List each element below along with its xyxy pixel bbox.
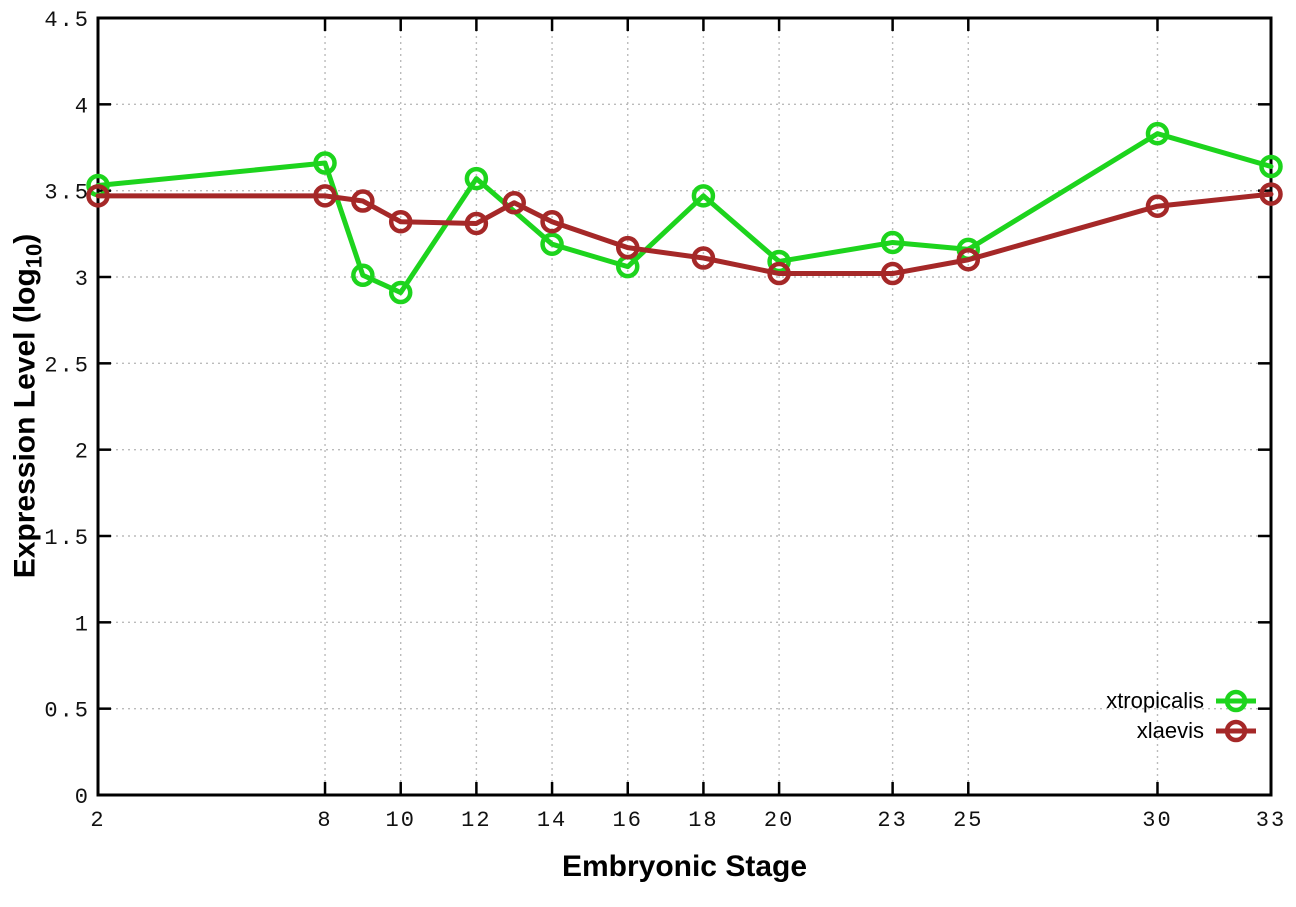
x-tick-label: 18 <box>688 808 718 833</box>
legend-marker-xtropicalis <box>1216 689 1256 713</box>
y-tick-label: 0.5 <box>44 699 90 724</box>
legend-item-xlaevis: xlaevis <box>1106 717 1258 745</box>
y-tick-label: 1.5 <box>44 526 90 551</box>
series-marker-xtropicalis <box>767 249 791 274</box>
y-tick-label: 0 <box>75 785 90 810</box>
y-axis-title-text: Expression Level (log <box>8 268 42 579</box>
y-tick-label: 2 <box>75 440 90 465</box>
series-marker-xlaevis <box>464 211 489 236</box>
series-marker-xtropicalis <box>880 230 905 255</box>
y-axis-title-close: ) <box>8 233 42 244</box>
x-axis-title: Embryonic Stage <box>561 850 808 883</box>
x-tick-label: 12 <box>461 808 491 833</box>
series-marker-xlaevis <box>1259 182 1283 206</box>
series-marker-xlaevis <box>956 247 981 272</box>
series-marker-xtropicalis <box>540 232 564 256</box>
series-marker-xtropicalis <box>313 151 337 175</box>
x-tick-label: 23 <box>877 808 907 833</box>
x-tick-label: 16 <box>613 808 643 833</box>
y-axis-title: Expression Level (log10) <box>9 234 48 579</box>
y-tick-label: 1 <box>75 612 90 637</box>
x-tick-label: 20 <box>764 808 794 833</box>
x-tick-label: 25 <box>953 808 983 833</box>
series-marker-xlaevis <box>351 189 375 213</box>
x-tick-label: 33 <box>1256 808 1286 833</box>
x-tick-label: 14 <box>537 808 567 833</box>
plot-border <box>96 16 1273 797</box>
series-marker-xlaevis <box>691 246 716 270</box>
series-marker-xlaevis <box>86 184 110 208</box>
series-marker-xlaevis <box>540 209 564 234</box>
series-marker-xtropicalis <box>351 263 375 288</box>
y-axis-title-subscript: 10 <box>21 243 47 269</box>
legend: xtropicalis xlaevis <box>1106 687 1258 745</box>
series-marker-xtropicalis <box>1145 121 1170 146</box>
series-line-xtropicalis <box>95 131 1274 296</box>
y-tick-label: 3.5 <box>44 181 90 206</box>
series-line-xlaevis <box>95 191 1274 277</box>
legend-marker-xlaevis <box>1216 719 1256 743</box>
series-marker-xlaevis <box>1145 194 1170 218</box>
y-tick-label: 4.5 <box>44 8 90 33</box>
x-tick-label: 2 <box>90 808 105 833</box>
y-tick-label: 3 <box>75 267 90 292</box>
series-marker-xlaevis <box>615 235 640 260</box>
series-marker-xlaevis <box>880 261 905 286</box>
series-marker-xtropicalis <box>1259 154 1283 179</box>
series-marker-xtropicalis <box>464 166 489 191</box>
legend-item-xtropicalis: xtropicalis <box>1106 687 1258 715</box>
x-tick-label: 8 <box>317 808 332 833</box>
legend-label: xtropicalis <box>1106 688 1204 713</box>
series-marker-xtropicalis <box>691 184 716 208</box>
series-marker-xlaevis <box>388 209 413 234</box>
series-marker-xlaevis <box>767 261 791 286</box>
series-marker-xlaevis <box>502 191 526 215</box>
series-marker-xtropicalis <box>388 280 413 305</box>
legend-label: xlaevis <box>1136 718 1204 743</box>
y-tick-label: 2.5 <box>44 353 90 378</box>
x-tick-label: 10 <box>386 808 416 833</box>
y-tick-label: 4 <box>75 94 90 119</box>
x-tick-label: 30 <box>1142 808 1172 833</box>
series-marker-xlaevis <box>313 184 337 208</box>
